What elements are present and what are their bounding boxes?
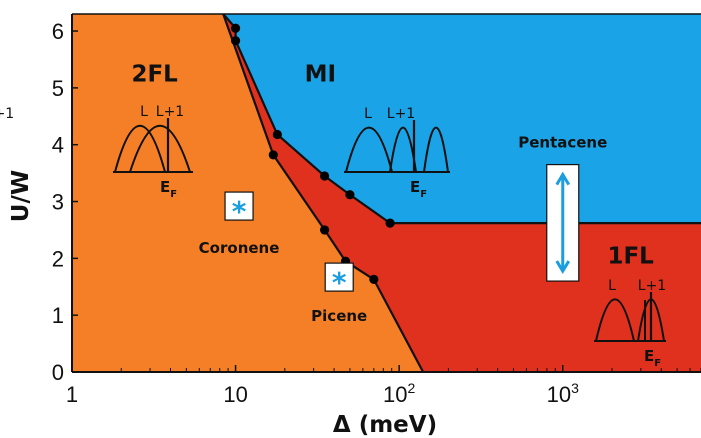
- y-tick-label: 0: [52, 360, 64, 385]
- band-inset-2fl: L L+1EF: [113, 104, 193, 200]
- material-label: Picene: [311, 307, 367, 325]
- y-tick-label: 4: [52, 133, 64, 158]
- material-box: [224, 191, 254, 221]
- band-label: L+1: [387, 106, 415, 122]
- x-tick-label: 102: [383, 380, 415, 407]
- x-tick-label: 10: [223, 382, 247, 407]
- data-point: [369, 274, 379, 284]
- band-curve: [345, 126, 393, 173]
- data-point: [230, 36, 241, 46]
- region-1fl: [223, 14, 701, 372]
- region-label-1fl: 1FL: [607, 244, 654, 270]
- boundary-lower: [222, 13, 425, 373]
- data-point: [319, 171, 330, 181]
- band-label: L: [140, 104, 148, 120]
- band-label: L+1: [0, 106, 14, 122]
- arrow-down-icon: [555, 260, 571, 274]
- data-point: [272, 129, 282, 140]
- band-curve: [114, 125, 166, 173]
- y-tick-label: 6: [52, 19, 64, 44]
- material-pentacene: Pentacene: [518, 134, 607, 282]
- material-box: [324, 262, 354, 292]
- y-axis-title: U/W: [8, 170, 34, 222]
- data-point: [230, 23, 241, 33]
- y-tick-label: 2: [52, 246, 64, 271]
- data-point: [319, 225, 330, 235]
- band-label: L+1: [156, 104, 184, 120]
- region-label-2fl: 2FL: [131, 62, 178, 88]
- regions-layer: [72, 14, 701, 372]
- band-curve: [595, 298, 635, 342]
- material-picene: * Picene: [311, 262, 367, 325]
- plot-frame: [71, 13, 701, 373]
- material-coronene: * Coronene: [199, 191, 280, 257]
- material-markers: * Coronene * Picene Pentacene: [199, 134, 608, 326]
- x-tick-label: 1: [66, 382, 78, 407]
- y-tick-label: 5: [52, 76, 64, 101]
- arrow-up-icon: [555, 171, 571, 186]
- data-point: [268, 150, 278, 160]
- region-mi: [223, 14, 701, 224]
- band-curve: [129, 125, 191, 173]
- material-star: *: [232, 195, 247, 228]
- x-tick-label: 103: [547, 380, 579, 407]
- material-label: Coronene: [199, 239, 280, 257]
- region-label-mi: MI: [305, 62, 336, 88]
- data-point: [345, 190, 355, 200]
- y-tick-label: 1: [52, 303, 64, 328]
- material-star: *: [332, 266, 347, 299]
- band-label: L+1: [638, 278, 666, 294]
- y-tick-label: 3: [52, 190, 64, 215]
- band-label: L: [608, 278, 616, 294]
- data-point: [385, 218, 395, 228]
- band-inset-1fl: L L+1EF: [594, 278, 666, 369]
- band-curve: [423, 126, 449, 173]
- band-inset-mi: LL+1L+1EF: [0, 106, 450, 200]
- band-label: L: [364, 106, 372, 122]
- x-axis-title: Δ (meV): [333, 412, 437, 438]
- region-labels: 2FL MI 1FL: [131, 62, 654, 270]
- material-label: Pentacene: [518, 134, 607, 152]
